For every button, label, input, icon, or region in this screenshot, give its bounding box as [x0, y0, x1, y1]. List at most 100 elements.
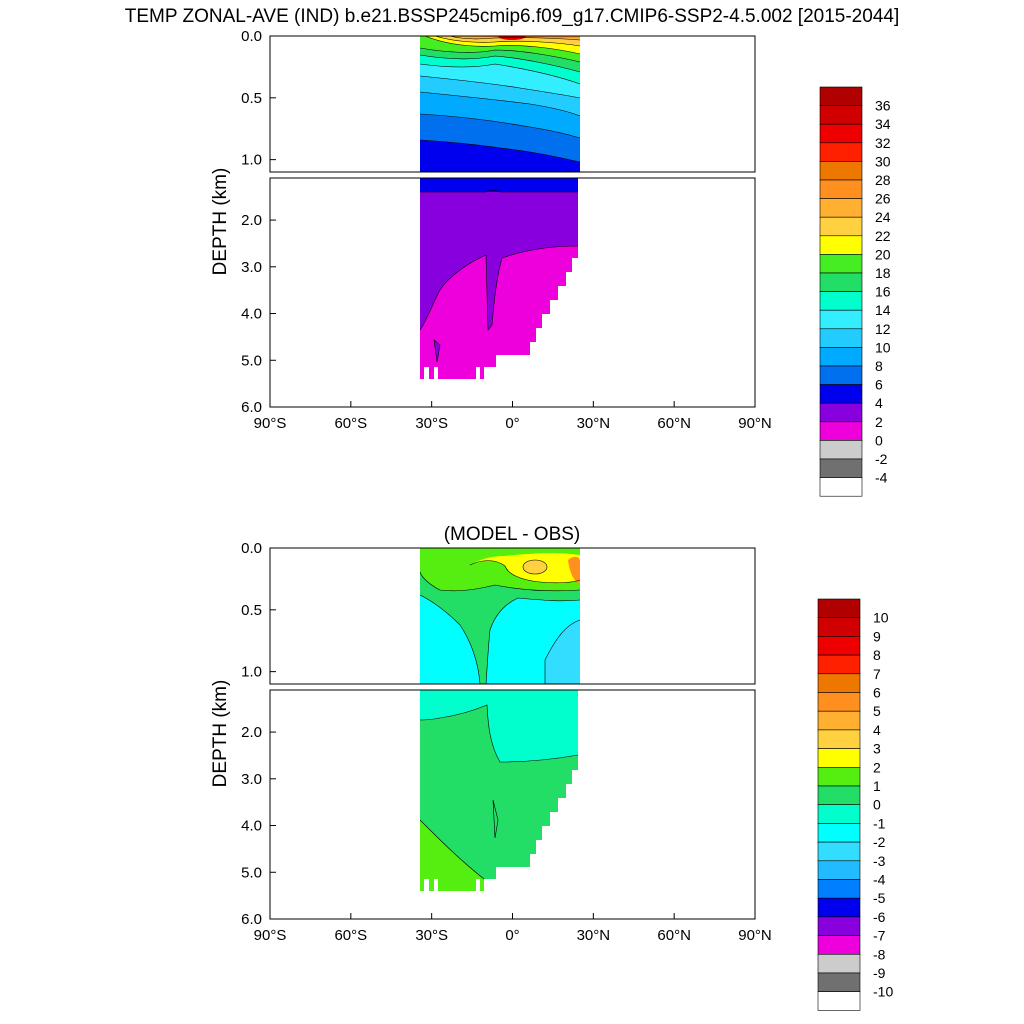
temp-upper-frame [269, 35, 756, 173]
colorbar-swatch [817, 636, 861, 656]
colorbar-label: 20 [875, 246, 891, 262]
y-tick-label: 5.0 [241, 864, 262, 881]
x-tick-label: 90°S [254, 927, 287, 944]
colorbar-swatch [817, 879, 861, 899]
colorbar-swatch [819, 328, 863, 348]
diff-fill-3-4 [523, 560, 547, 574]
fill-32-30 [498, 36, 526, 40]
colorbar-swatch [819, 347, 863, 367]
colorbar-swatch [819, 235, 863, 255]
colorbar-swatch [819, 458, 863, 478]
y-tick-label: 2.0 [241, 724, 262, 741]
colorbar-label: 22 [875, 228, 891, 244]
diff-upper-frame [269, 547, 756, 685]
colorbar-swatch [819, 384, 863, 404]
colorbar-label: 16 [875, 284, 891, 300]
fill-4-2 [420, 178, 578, 330]
colorbar-swatch [819, 421, 863, 441]
colorbar-label: 2 [875, 414, 883, 430]
x-tick-label: 60°N [657, 927, 691, 944]
x-tick-label: 60°S [334, 927, 367, 944]
plot-temperature: 90°S 60°S 30°S 0° 30°N 60°N 90°N 0.0 0.5 1.0 2.0 3.… [210, 28, 891, 497]
colorbar-label: 10 [875, 339, 891, 355]
colorbar-swatch [819, 291, 863, 311]
colorbar-label: 7 [873, 666, 881, 682]
colorbar-label: -9 [873, 965, 886, 981]
colorbar-swatch [819, 198, 863, 218]
y-tick-label: 0.5 [241, 602, 262, 619]
colorbar-swatch [817, 804, 861, 824]
diff-contours-lower [419, 704, 579, 880]
colorbar-swatch [817, 673, 861, 693]
temp-axes: 90°S 60°S 30°S 0° 30°N 60°N 90°N 0.0 0.5 1.0 2.0 3.… [210, 28, 772, 432]
x-tick-label: 90°S [254, 415, 287, 432]
y-tick-label: 2.0 [241, 212, 262, 229]
colorbar-label: 4 [875, 395, 883, 411]
colorbar-swatch [819, 86, 863, 106]
colorbar-label: -2 [875, 451, 888, 467]
colorbar-swatch [817, 710, 861, 731]
y-tick-label: 5.0 [241, 352, 262, 369]
diff-contours-upper [419, 559, 581, 684]
y-tick-label: 6.0 [241, 399, 262, 416]
colorbar-label: 28 [875, 172, 891, 188]
temp-lower-panel [419, 178, 579, 379]
colorbar-label: 26 [875, 191, 891, 207]
diff-fill-neg1-neg2 [545, 620, 580, 684]
colorbar-swatch [817, 860, 861, 880]
colorbar-label: -8 [873, 946, 886, 962]
colorbar-label: 6 [875, 377, 883, 393]
contours-lower [419, 189, 579, 363]
y-tick-label: 3.0 [241, 259, 262, 276]
colorbar-swatch [817, 823, 861, 843]
colorbar-label: 4 [873, 722, 881, 738]
diff-lower-panel [419, 690, 579, 891]
colorbar-label: 0 [873, 797, 881, 813]
colorbar-swatch [817, 785, 861, 806]
y-axis-label: DEPTH (km) [210, 680, 231, 788]
x-tick-label: 30°N [577, 927, 611, 944]
colorbar-swatch [819, 142, 863, 162]
colorbar-label: 8 [875, 358, 883, 374]
x-tick-label: 90°N [738, 927, 772, 944]
colorbar-swatch [817, 748, 861, 768]
colorbar-swatch [817, 729, 861, 749]
colorbar-swatch [817, 598, 861, 619]
diff-fill-4-5 [568, 556, 580, 585]
colorbar-swatch [819, 309, 863, 330]
colorbar-label: 0 [875, 432, 883, 448]
diff-fill-1-2-lower [420, 820, 484, 891]
fill-6-4-bump [487, 178, 500, 192]
colorbar-swatch [819, 272, 863, 292]
y-tick-label: 1.0 [241, 664, 262, 681]
colorbar-label: 14 [875, 302, 891, 318]
y-tick-label: 0.5 [241, 90, 262, 107]
x-tick-label: 30°S [415, 415, 448, 432]
colorbar-swatch [819, 161, 863, 181]
colorbar-label: 18 [875, 265, 891, 281]
colorbar-swatch [817, 692, 861, 712]
colorbar-label: 10 [873, 610, 889, 626]
x-tick-label: 60°N [657, 415, 691, 432]
diff-upper-panel [419, 548, 581, 684]
diff-axes: 90°S 60°S 30°S 0° 30°N 60°N 90°N 0.0 0.5 1.0 2.0 3.… [210, 540, 772, 944]
colorbar-label: 9 [873, 628, 881, 644]
colorbar-swatch [817, 972, 861, 993]
x-tick-label: 60°S [334, 415, 367, 432]
diff-fill-neg1-lower [420, 690, 578, 762]
figure-title: TEMP ZONAL-AVE (IND) b.e21.BSSP245cmip6.… [124, 6, 900, 27]
x-tick-label: 0° [505, 927, 519, 944]
colorbar-label: -6 [873, 909, 886, 925]
colorbar-label: 30 [875, 153, 891, 169]
colorbar-label: -2 [873, 834, 886, 850]
colorbar-swatch [817, 991, 861, 1011]
colorbar-swatch [817, 953, 861, 974]
colorbar-label: 24 [875, 209, 891, 225]
colorbar-swatch [819, 365, 863, 385]
y-tick-label: 3.0 [241, 771, 262, 788]
colorbar-label: 2 [873, 759, 881, 775]
colorbar-swatch [817, 897, 861, 918]
